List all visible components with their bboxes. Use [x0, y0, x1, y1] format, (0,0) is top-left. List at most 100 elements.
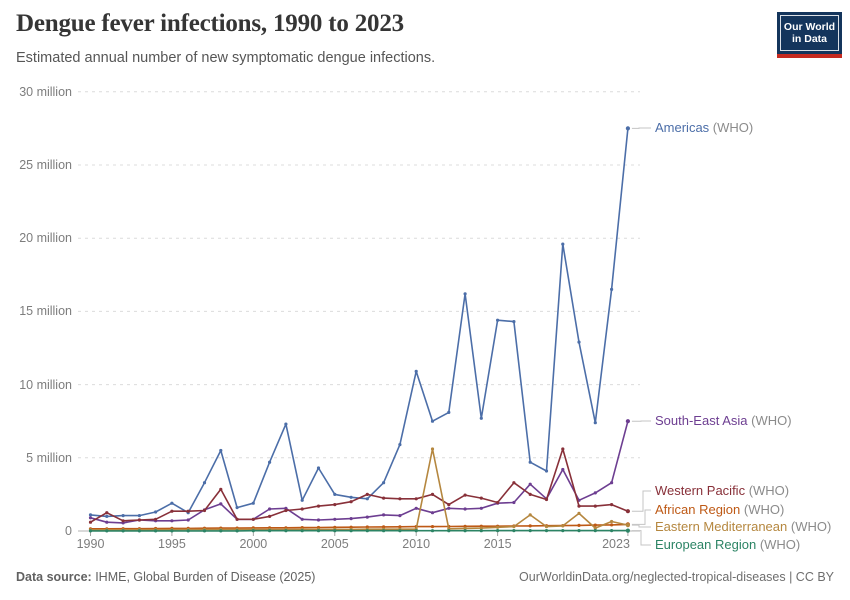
data-point	[577, 340, 581, 344]
data-source-value: IHME, Global Burden of Disease (2025)	[91, 570, 316, 584]
legend-label-african-region-who[interactable]: African Region (WHO)	[655, 502, 784, 518]
data-point	[528, 524, 532, 528]
data-point	[398, 514, 402, 518]
data-point	[512, 525, 516, 529]
data-point	[219, 529, 223, 533]
data-point	[105, 514, 109, 519]
data-point	[382, 525, 386, 529]
series-dots-americas-who	[88, 126, 631, 519]
data-point	[365, 525, 369, 529]
data-point	[561, 529, 565, 533]
legend-series-suffix: (WHO)	[709, 120, 754, 135]
data-point	[463, 507, 467, 511]
data-point	[479, 529, 483, 533]
data-point	[610, 481, 614, 485]
legend-label-eastern-mediterranean-who[interactable]: Eastern Mediterranean (WHO)	[655, 519, 831, 535]
legend-series-name: South-East Asia	[655, 413, 748, 428]
series-line-eastern-mediterranean-who	[89, 448, 629, 531]
data-point	[333, 517, 337, 521]
x-axis-label: 2023	[602, 537, 630, 551]
data-point	[284, 529, 288, 533]
data-point	[382, 496, 386, 500]
data-point	[186, 509, 190, 513]
data-point	[625, 528, 631, 533]
y-axis-label: 20 million	[19, 231, 72, 246]
data-point	[88, 529, 93, 533]
legend-series-name: Western Pacific	[655, 483, 746, 498]
data-point	[398, 497, 402, 501]
data-point	[447, 506, 451, 510]
legend-label-western-pacific-who[interactable]: Western Pacific (WHO)	[655, 483, 789, 499]
data-point	[349, 529, 353, 533]
data-point	[365, 492, 369, 496]
data-point	[479, 506, 483, 510]
data-point	[137, 518, 141, 522]
data-point	[170, 501, 174, 505]
data-point	[625, 419, 631, 424]
data-point	[105, 511, 109, 515]
x-axis-label: 1990	[76, 537, 105, 551]
legend-connector	[631, 490, 651, 512]
y-axis-label: 30 million	[19, 84, 72, 99]
data-point	[202, 481, 207, 485]
data-point	[528, 492, 532, 496]
data-point	[105, 520, 109, 524]
data-point	[137, 529, 141, 533]
x-axis-label: 2000	[239, 537, 268, 551]
data-point	[382, 529, 386, 533]
data-point	[300, 529, 304, 533]
data-point	[512, 481, 516, 485]
data-point	[219, 448, 223, 453]
data-point	[479, 526, 483, 530]
legend-label-americas-who[interactable]: Americas (WHO)	[655, 120, 753, 136]
data-point	[561, 467, 565, 472]
legend-series-suffix: (WHO)	[740, 502, 785, 517]
data-point	[137, 514, 141, 518]
data-point	[544, 469, 549, 473]
data-point	[430, 511, 435, 515]
data-point	[202, 508, 207, 513]
data-point	[577, 529, 581, 533]
owid-logo[interactable]: Our World in Data	[777, 12, 842, 58]
data-point	[496, 529, 500, 533]
data-point	[593, 523, 597, 527]
data-point	[365, 529, 369, 533]
data-point	[414, 529, 418, 533]
data-point	[154, 510, 158, 514]
chart-subtitle: Estimated annual number of new symptomat…	[16, 50, 436, 66]
data-point	[251, 529, 255, 533]
data-point	[268, 529, 272, 533]
data-point	[610, 529, 614, 533]
x-axis-label: 1995	[158, 537, 186, 551]
data-point	[512, 529, 516, 533]
legend-label-south-east-asia-who[interactable]: South-East Asia (WHO)	[655, 413, 792, 429]
data-point	[235, 529, 239, 533]
data-point	[463, 493, 467, 497]
y-axis-label: 10 million	[19, 377, 72, 392]
data-point	[447, 529, 451, 533]
data-point	[186, 518, 190, 522]
data-point	[170, 519, 174, 523]
legend-series-name: European Region	[655, 537, 757, 552]
data-point	[561, 242, 565, 246]
data-point	[333, 529, 337, 533]
legend-series-suffix: (WHO)	[787, 519, 832, 534]
legend-label-european-region-who[interactable]: European Region (WHO)	[655, 537, 800, 553]
legend-connector	[631, 530, 651, 546]
data-point	[496, 318, 500, 322]
data-point	[561, 447, 565, 451]
x-axis-label: 2005	[320, 537, 349, 551]
data-point	[365, 497, 369, 501]
data-point	[349, 525, 353, 529]
series-dots-western-pacific-who	[88, 447, 631, 524]
credit-link[interactable]: OurWorldinData.org/neglected-tropical-di…	[519, 570, 834, 584]
data-point	[593, 491, 597, 495]
legend-series-suffix: (WHO)	[747, 413, 792, 428]
data-point	[625, 523, 631, 528]
data-point	[333, 503, 337, 507]
data-point	[382, 513, 386, 517]
data-point	[268, 507, 272, 511]
data-point	[610, 519, 614, 524]
chart-footer: Data source: IHME, Global Burden of Dise…	[16, 570, 834, 584]
